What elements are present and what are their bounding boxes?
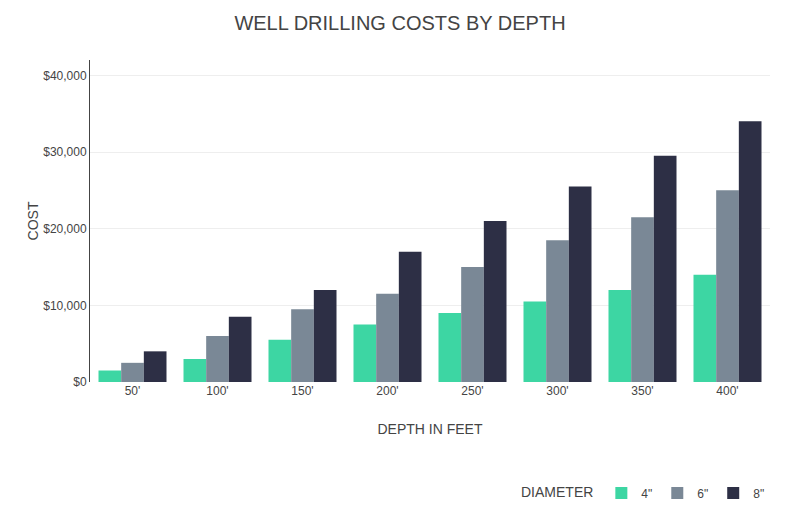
svg-text:150': 150' <box>291 384 313 398</box>
svg-text:6": 6" <box>697 487 708 501</box>
svg-text:$0: $0 <box>73 375 87 389</box>
svg-text:50': 50' <box>125 384 141 398</box>
svg-text:$10,000: $10,000 <box>43 299 87 313</box>
svg-text:200': 200' <box>376 384 398 398</box>
svg-text:400': 400' <box>716 384 738 398</box>
svg-text:$20,000: $20,000 <box>43 222 87 236</box>
svg-text:$40,000: $40,000 <box>43 69 87 83</box>
svg-text:250': 250' <box>461 384 483 398</box>
svg-text:300': 300' <box>546 384 568 398</box>
svg-text:4": 4" <box>641 487 652 501</box>
svg-text:350': 350' <box>631 384 653 398</box>
svg-text:WELL DRILLING COSTS BY DEPTH: WELL DRILLING COSTS BY DEPTH <box>234 12 565 34</box>
svg-text:COST: COST <box>25 201 41 240</box>
svg-text:DIAMETER: DIAMETER <box>521 484 593 500</box>
svg-text:100': 100' <box>206 384 228 398</box>
svg-text:DEPTH IN FEET: DEPTH IN FEET <box>377 421 482 437</box>
svg-text:$30,000: $30,000 <box>43 145 87 159</box>
svg-text:8": 8" <box>753 487 764 501</box>
